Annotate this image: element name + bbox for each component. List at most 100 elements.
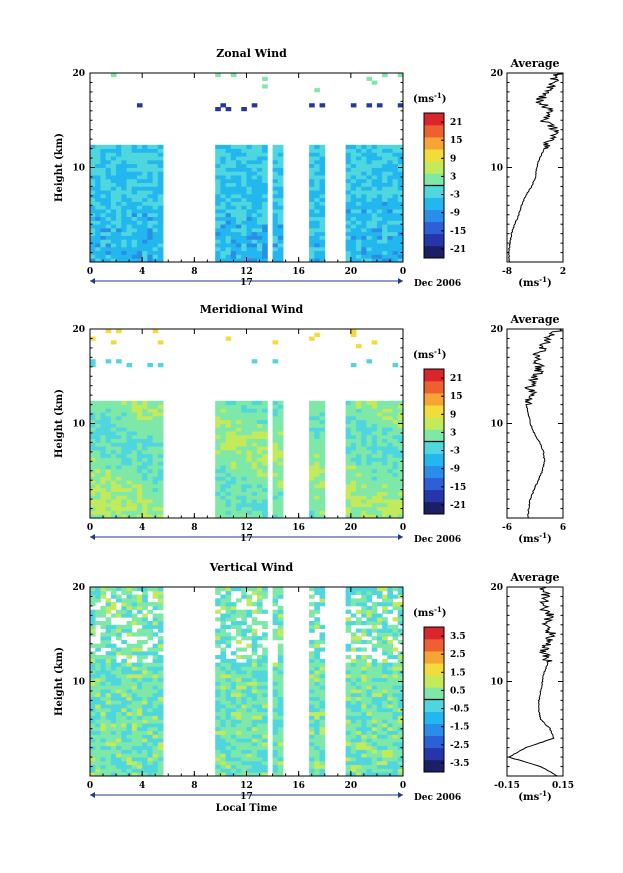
colorbar-segment bbox=[424, 711, 444, 724]
panel-3: Vertical Wind 0 4 8 12 16 20 0 20 10 Height (km) 17… bbox=[54, 561, 574, 814]
colorbar-segment bbox=[424, 125, 444, 138]
profile-x-tick-label: -0.15 bbox=[494, 781, 520, 791]
colorbar-unit: (ms-1) bbox=[413, 605, 446, 619]
x-tick-label: 0 bbox=[87, 781, 93, 791]
colorbar-unit: (ms-1) bbox=[413, 91, 446, 105]
profile-x-label: (ms-1) bbox=[518, 275, 551, 289]
y-tick-label: 20 bbox=[72, 583, 85, 593]
colorbar-tick-label: -21 bbox=[450, 501, 466, 511]
profile-x-tick-label: -8 bbox=[502, 267, 512, 277]
date-axis-arrow bbox=[90, 278, 95, 284]
x-tick-label: 0 bbox=[87, 523, 93, 533]
colorbar-segment bbox=[424, 149, 444, 162]
colorbar-segment bbox=[424, 627, 444, 640]
profile-y-tick-label: 20 bbox=[490, 583, 503, 593]
x-axis-label: Local Time bbox=[216, 803, 278, 814]
profile-frame bbox=[506, 586, 564, 777]
colorbar-tick-label: 3.5 bbox=[450, 632, 466, 642]
colorbar-segment bbox=[424, 639, 444, 652]
x-tick-label: 12 bbox=[240, 781, 253, 791]
colorbar-segment bbox=[424, 209, 444, 223]
date-axis-arrow bbox=[90, 534, 95, 540]
heatmap-cells bbox=[90, 73, 404, 263]
x-tick-label: 4 bbox=[139, 267, 145, 277]
colorbar-segment bbox=[424, 369, 444, 382]
x-tick-label: 8 bbox=[191, 781, 197, 791]
colorbar-tick-label: 3 bbox=[450, 428, 456, 438]
colorbar-tick-label: 21 bbox=[450, 374, 463, 384]
colorbar-tick-label: -21 bbox=[450, 245, 466, 255]
colorbar-tick-label: 15 bbox=[450, 136, 463, 146]
date-axis-arrow bbox=[90, 792, 95, 798]
panel-title: Vertical Wind bbox=[209, 561, 294, 574]
y-tick-label: 20 bbox=[72, 69, 85, 79]
colorbar-segment bbox=[424, 501, 444, 515]
colorbar-segment bbox=[424, 137, 444, 150]
colorbar-tick-label: 1.5 bbox=[450, 668, 466, 678]
y-tick-label: 10 bbox=[72, 164, 85, 174]
profile-line bbox=[507, 586, 558, 777]
x-tick-label: 0 bbox=[400, 267, 406, 277]
colorbar-tick-label: -9 bbox=[450, 465, 460, 475]
date-axis-arrow bbox=[398, 534, 403, 540]
colorbar-tick-label: -1.5 bbox=[450, 723, 469, 733]
panel-title: Meridional Wind bbox=[200, 303, 304, 316]
colorbar-segment bbox=[424, 113, 444, 126]
colorbar-tick-label: 9 bbox=[450, 154, 456, 164]
colorbar-tick-label: 0.5 bbox=[450, 686, 466, 696]
colorbar-tick-label: -2.5 bbox=[450, 741, 469, 751]
profile-x-label: (ms-1) bbox=[518, 789, 551, 803]
profile-y-tick-label: 20 bbox=[490, 325, 503, 335]
profile-x-tick-label: 0.15 bbox=[552, 781, 574, 791]
x-tick-label: 0 bbox=[87, 267, 93, 277]
x-tick-label: 8 bbox=[191, 523, 197, 533]
profile-frame bbox=[506, 72, 564, 263]
x-tick-label: 20 bbox=[345, 523, 358, 533]
profile-x-tick-label: -6 bbox=[502, 523, 512, 533]
colorbar-segment bbox=[424, 429, 444, 442]
date-day-label: 17 bbox=[240, 278, 253, 288]
date-label: Dec 2006 bbox=[414, 535, 461, 545]
colorbar-segment bbox=[424, 651, 444, 664]
colorbar-segment bbox=[424, 723, 444, 737]
x-tick-label: 0 bbox=[400, 523, 406, 533]
colorbar-segment bbox=[424, 233, 444, 247]
colorbar-segment bbox=[424, 417, 444, 430]
profile-y-tick-label: 10 bbox=[490, 678, 503, 688]
y-tick-label: 20 bbox=[72, 325, 85, 335]
y-axis-label: Height (km) bbox=[54, 647, 65, 716]
colorbar-segment bbox=[424, 393, 444, 406]
profile-title: Average bbox=[509, 57, 559, 70]
x-tick-label: 8 bbox=[191, 267, 197, 277]
colorbar-tick-label: -3 bbox=[450, 447, 460, 457]
date-axis-arrow bbox=[398, 278, 403, 284]
profile-title: Average bbox=[509, 313, 559, 326]
colorbar-segment bbox=[424, 747, 444, 761]
heatmap-cells bbox=[90, 587, 404, 777]
y-axis-label: Height (km) bbox=[54, 389, 65, 458]
colorbar-tick-label: 3 bbox=[450, 172, 456, 182]
date-axis-arrow bbox=[398, 792, 403, 798]
date-day-label: 17 bbox=[240, 534, 253, 544]
colorbar-segment bbox=[424, 245, 444, 259]
x-tick-label: 4 bbox=[139, 523, 145, 533]
colorbar-segment bbox=[424, 381, 444, 394]
profile-x-tick-label: 2 bbox=[560, 267, 566, 277]
colorbar-segment bbox=[424, 405, 444, 418]
colorbar-tick-label: -0.5 bbox=[450, 705, 469, 715]
colorbar-tick-label: 21 bbox=[450, 118, 463, 128]
colorbar-segment bbox=[424, 663, 444, 676]
x-tick-label: 12 bbox=[240, 267, 253, 277]
profile-line bbox=[524, 328, 564, 519]
colorbar-segment bbox=[424, 173, 444, 186]
colorbar-segment bbox=[424, 489, 444, 503]
colorbar-segment bbox=[424, 441, 444, 454]
y-tick-label: 10 bbox=[72, 420, 85, 430]
date-label: Dec 2006 bbox=[414, 793, 461, 803]
colorbar-segment bbox=[424, 221, 444, 235]
colorbar-segment bbox=[424, 185, 444, 198]
panel-2: Meridional Wind 0 4 8 12 16 20 0 20 10 Height (km)… bbox=[54, 303, 566, 545]
colorbar-segment bbox=[424, 197, 444, 210]
profile-y-tick-label: 20 bbox=[490, 69, 503, 79]
